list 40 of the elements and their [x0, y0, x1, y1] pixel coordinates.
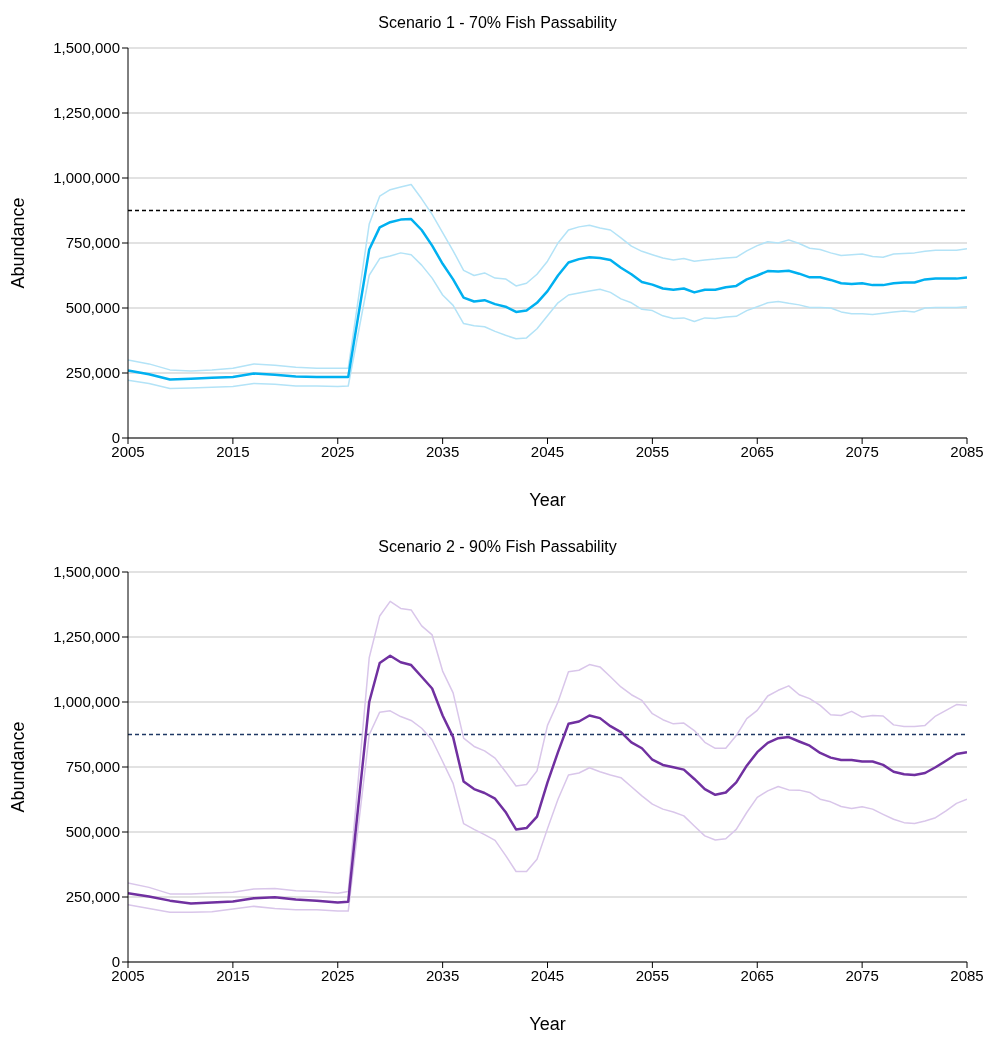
y-axis-title: Abundance [8, 197, 29, 289]
x-tick-label: 2045 [530, 966, 565, 984]
x-tick-label: 2055 [635, 966, 670, 984]
x-tick-label: 2015 [216, 966, 250, 984]
y-tick-label: 1,500,000 [53, 39, 120, 57]
y-tick-label: 500,000 [65, 299, 120, 317]
x-tick-label: 2055 [635, 442, 670, 460]
y-tick-label: 1,250,000 [53, 104, 120, 122]
y-tick-label: 750,000 [65, 234, 120, 252]
line-series [128, 183, 967, 372]
x-tick-label: 2065 [740, 442, 774, 460]
y-axis-title: Abundance [8, 721, 29, 813]
x-tick-label: 2085 [950, 442, 984, 460]
chart-title: Scenario 2 - 90% Fish Passability [377, 537, 618, 557]
x-tick-label: 2075 [845, 442, 879, 460]
x-tick-label: 2025 [321, 442, 355, 460]
x-tick-label: 2035 [425, 442, 460, 460]
chart-title: Scenario 1 - 70% Fish Passability [377, 13, 618, 33]
line-series [128, 217, 967, 381]
y-tick-label: 500,000 [65, 823, 120, 841]
x-tick-label: 2075 [845, 966, 879, 984]
line-series [128, 710, 967, 914]
x-axis-title: Year [529, 490, 566, 510]
x-tick-label: 2035 [425, 966, 460, 984]
y-tick-label: 1,000,000 [53, 169, 120, 187]
y-tick-label: 250,000 [65, 888, 120, 906]
line-series [128, 654, 967, 905]
x-axis-title: Year [529, 1014, 566, 1034]
y-tick-label: 1,000,000 [53, 693, 120, 711]
x-tick-label: 2065 [740, 966, 774, 984]
line-series [128, 600, 967, 895]
x-tick-label: 2015 [216, 442, 250, 460]
y-tick-label: 1,500,000 [53, 563, 120, 581]
y-tick-label: 1,250,000 [53, 628, 120, 646]
line-series [128, 252, 967, 390]
x-tick-label: 2025 [321, 966, 355, 984]
x-tick-label: 2085 [950, 966, 984, 984]
x-tick-label: 2045 [530, 442, 565, 460]
y-tick-label: 250,000 [65, 364, 120, 382]
y-tick-label: 750,000 [65, 758, 120, 776]
